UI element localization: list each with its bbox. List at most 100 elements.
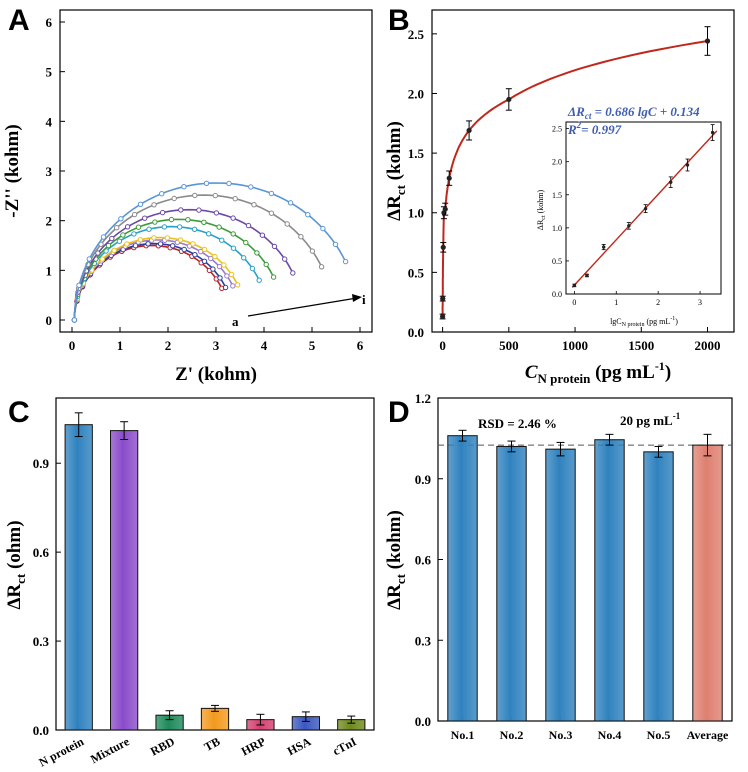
panel-d: 0.0 0.3 0.6 0.9 1.2 No.1 No.2 No.3 No.4 No.5 Avera…	[384, 391, 733, 742]
panel-a-series-point-e	[191, 226, 198, 233]
panel-b-ytick-label: 2.5	[408, 27, 425, 42]
panel-c-bar	[64, 424, 93, 731]
panel-b-xlabel-var: C	[525, 362, 538, 383]
panel-b-ytick-label: 1.0	[408, 206, 424, 221]
panel-b-point	[704, 38, 711, 44]
panel-c-ylabel: ΔRct (ohm)	[4, 520, 28, 609]
panel-a-series-point-c	[216, 263, 223, 270]
panel-a-series-point-g	[159, 209, 166, 216]
panel-b-inset-xlabel: lgCN protein (pg mL-1)	[610, 316, 678, 328]
panel-a-series-point-i	[100, 234, 107, 240]
panel-a-series-point-i	[287, 200, 294, 206]
panel-a-series-point-g	[142, 215, 148, 221]
panel-a-series-point-e	[131, 231, 137, 237]
panel-d-ytick-label: 1.2	[415, 391, 431, 406]
panel-b-ylabel-main: ΔR	[384, 195, 405, 221]
panel-b-point	[466, 127, 472, 134]
panel-a-ytick-label: 2	[46, 214, 53, 229]
panel-d-category-label: No.5	[647, 728, 671, 742]
panel-d-conc-sup: -1	[673, 411, 681, 421]
panel-a-series-point-d	[99, 256, 106, 262]
panel-a-series-point-h	[212, 192, 219, 199]
panel-a-series-point-h	[318, 264, 325, 270]
panel-c-category-label: TB	[202, 734, 223, 754]
panel-b-inset-ytick-label: 0.0	[552, 290, 562, 299]
panel-d-bar	[545, 448, 576, 722]
panel-letter-d: D	[388, 396, 410, 429]
panel-c-frame	[55, 397, 375, 731]
panel-a-series-point-h	[298, 234, 304, 240]
panel-a-series-point-d	[234, 282, 241, 288]
panel-b-inset-xlabel-close: )	[675, 317, 678, 326]
panel-c-category-label: HRP	[239, 734, 268, 758]
panel-d-ylabel-sub: ct	[393, 573, 408, 584]
panel-a-series-point-h	[192, 192, 198, 199]
panel-a-series-point-h	[268, 210, 275, 216]
panel-a-series-point-i	[118, 216, 124, 222]
panel-b-xtick-label: 1500	[628, 338, 654, 353]
panel-b-inset-xlabel-unit: (pg mL	[644, 317, 670, 326]
panel-a-xtick-label: 2	[165, 338, 172, 353]
panel-b-inset-ytick-label: 1.5	[552, 191, 562, 200]
panel-d-category-label: No.1	[451, 728, 475, 742]
panel-a-series-point-i	[159, 191, 165, 197]
panel-a-series-point-f	[152, 219, 158, 225]
panel-a-series-point-h	[151, 202, 157, 208]
panel-b-inset-ytick-label: 0.5	[552, 257, 562, 266]
panel-d-bar	[447, 435, 478, 722]
panel-a-series-point-h	[251, 202, 257, 208]
panel-c-ylabel-sub: ct	[13, 573, 28, 584]
panel-a-arrow-head	[352, 294, 362, 302]
panel-b-xlabel-sub: N protein	[538, 371, 592, 386]
panel-a-series-point-f	[168, 216, 175, 223]
panel-a-series-point-f	[230, 231, 236, 237]
panel-b-inset-xtick-label: 1	[614, 298, 618, 307]
panel-c-ytick-label: 0.9	[33, 456, 50, 471]
panel-a-series-point-i	[76, 282, 82, 288]
panel-b-inset-xlabel-sup: -1	[670, 316, 675, 322]
panel-b-inset-ytick-label: 2.0	[552, 158, 562, 167]
panel-b-inset-equation: ΔRct = 0.686 lgC + 0.134	[567, 104, 700, 121]
panel-a-series-point-e	[230, 245, 237, 251]
panel-a-series-point-d	[212, 253, 218, 260]
panel-a-series-point-e	[219, 237, 225, 243]
panel-b-xlabel-sup: -1	[655, 359, 665, 373]
panel-b-inset-point	[602, 245, 606, 249]
panel-d-concentration: 20 pg mL-1	[620, 411, 681, 428]
panel-letter-c: C	[8, 396, 30, 429]
panel-b-xtick-label: 1000	[562, 338, 588, 353]
panel-a-series-point-f	[185, 217, 191, 223]
panel-b-point	[506, 96, 512, 103]
panel-d-ytick-label: 0.9	[415, 472, 432, 487]
panel-d-category-label: Average	[687, 728, 729, 742]
panel-d-ylabel: ΔRct (kohm)	[384, 510, 408, 610]
panel-a-series-point-c	[208, 255, 214, 262]
panel-a-series-point-d	[228, 271, 235, 278]
panel-a-series-point-i	[305, 212, 311, 218]
panel-a-series-point-d	[124, 241, 130, 247]
panel-a-series-point-g	[213, 210, 220, 216]
panel-b-inset-xtick-label: 3	[698, 298, 702, 307]
panel-b-inset-xlabel-var: lgC	[610, 317, 622, 326]
panel-a-series-point-b	[192, 252, 198, 258]
panel-b-r2-prefix: R	[567, 122, 577, 137]
panel-b-eq-sub: ct	[585, 111, 592, 121]
panel-b-inset-xlabel-sub: N protein	[622, 322, 645, 328]
panel-b-ylabel-unit: (kohm)	[384, 121, 405, 185]
panel-b-frame	[431, 9, 735, 333]
panel-a-series-point-d	[164, 235, 171, 241]
panel-a-xtick-label: 4	[261, 338, 268, 353]
panel-a-label-start: a	[232, 314, 239, 329]
panel-b-inset-point	[585, 273, 589, 278]
panel-a-series-point-i	[248, 184, 254, 190]
panel-a-ytick-label: 6	[46, 15, 53, 30]
panel-a-series-point-g	[109, 235, 115, 242]
panel-a-series-point-i	[342, 258, 349, 265]
panel-a-series-point-g	[230, 215, 236, 221]
panel-a-series-point-b	[157, 241, 164, 247]
panel-a-series-line-d	[73, 236, 239, 321]
panel-a-xtick-label: 1	[117, 338, 124, 353]
panel-a-series-line-g	[73, 208, 294, 321]
panel-b-xlabel-close: )	[665, 362, 671, 383]
